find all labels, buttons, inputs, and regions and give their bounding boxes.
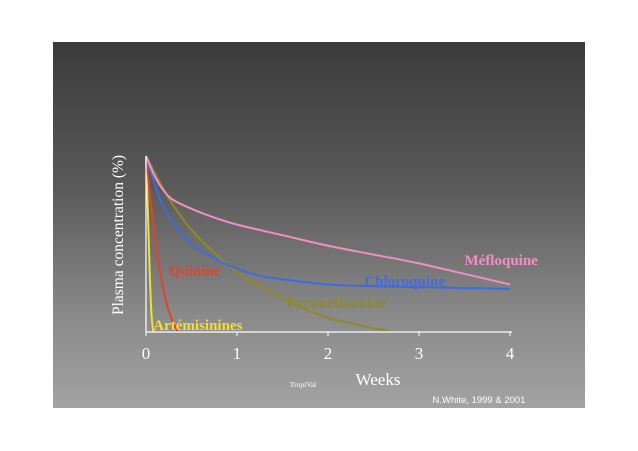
series-label-artemisinines: Artémisinines xyxy=(153,318,242,334)
x-axis-title: Weeks xyxy=(356,370,401,389)
watermark-text: TropiVal xyxy=(290,380,316,389)
series-label-mefloquine: Méfloquine xyxy=(465,253,539,269)
x-tick-label: 3 xyxy=(415,344,424,363)
series-labels: Méfloquine Chloroquine Pyriméthamine Quinin… xyxy=(153,253,538,334)
series-label-pyrimethamine: Pyriméthamine xyxy=(287,295,386,311)
x-tick-label: 0 xyxy=(142,344,151,363)
y-axis-title: Plasma concentration (%) xyxy=(110,155,127,315)
slide-background xyxy=(53,42,585,408)
series-line-quinine xyxy=(145,155,179,333)
series-line-artemisinines xyxy=(145,155,155,333)
x-ticks: 0 1 2 3 4 xyxy=(142,332,515,363)
axes: 0 1 2 3 4 xyxy=(142,156,515,363)
x-tick-label: 2 xyxy=(324,344,333,363)
credit-text: N.White, 1999 & 2001 xyxy=(433,395,526,406)
series-line-pyrimethamine xyxy=(145,155,388,332)
series-lines xyxy=(145,155,511,333)
series-line-mefloquine xyxy=(145,155,511,286)
series-label-quinine: Quinine xyxy=(169,264,221,280)
series-label-chloroquine: Chloroquine xyxy=(364,274,445,290)
x-tick-label: 4 xyxy=(506,344,515,363)
series-line-chloroquine xyxy=(145,155,511,290)
x-tick-label: 1 xyxy=(233,344,242,363)
